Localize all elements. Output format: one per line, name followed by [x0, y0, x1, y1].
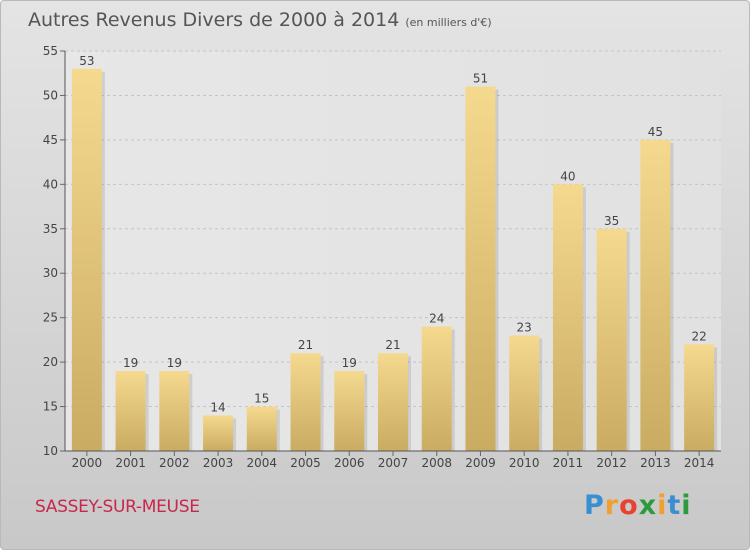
chart-title-text: Autres Revenus Divers de 2000 à 2014: [28, 9, 400, 31]
x-tick-label: 2013: [640, 456, 671, 470]
x-tick-label: 2005: [290, 456, 321, 470]
bar: [640, 139, 671, 451]
bar-value-label: 35: [604, 214, 619, 228]
x-tick-label: 2014: [684, 456, 715, 470]
logo-letter: o: [619, 490, 639, 521]
bar: [115, 371, 146, 451]
y-tick-label: 10: [43, 444, 58, 458]
bar-value-label: 45: [648, 125, 663, 139]
bar-value-label: 19: [342, 356, 357, 370]
y-tick-label: 50: [43, 88, 58, 102]
logo-letter: i: [681, 490, 692, 521]
chart-subtitle: (en milliers d'€): [405, 16, 492, 29]
bar: [509, 335, 540, 451]
logo-letter: r: [604, 490, 620, 521]
bar-value-label: 22: [691, 329, 706, 343]
x-tick-label: 2007: [378, 456, 409, 470]
bar: [334, 371, 365, 451]
logo-letter: t: [667, 490, 682, 521]
y-tick-label: 20: [43, 355, 58, 369]
bar: [159, 371, 190, 451]
bar-value-label: 40: [560, 169, 575, 183]
chart-title: Autres Revenus Divers de 2000 à 2014 (en …: [28, 9, 492, 31]
bar: [465, 86, 496, 452]
bar-value-label: 15: [254, 392, 269, 406]
bar: [290, 353, 321, 451]
logo-letter: P: [584, 490, 605, 521]
bar: [552, 184, 583, 452]
bar-value-label: 21: [385, 338, 400, 352]
bar: [596, 228, 627, 451]
bar: [378, 353, 408, 451]
commune-name: SASSEY-SUR-MEUSE: [35, 497, 200, 517]
logo-letter: i: [657, 490, 668, 521]
y-tick-label: 15: [43, 400, 58, 414]
bar: [684, 344, 715, 451]
bar-value-label: 19: [167, 356, 182, 370]
bars: [71, 68, 718, 452]
bar-value-label: 14: [210, 400, 225, 414]
bar: [203, 415, 234, 451]
bar-value-label: 23: [517, 320, 532, 334]
x-tick-label: 2004: [247, 456, 278, 470]
bar: [421, 326, 452, 451]
x-tick-label: 2008: [421, 456, 452, 470]
axes: 10 15 20 25 30 35 40 45 50 55: [43, 44, 721, 458]
y-tick-label: 45: [43, 133, 58, 147]
bar-value-label: 21: [298, 338, 313, 352]
y-tick-label: 25: [43, 311, 58, 325]
x-tick-label: 2012: [596, 456, 627, 470]
y-tick-label: 55: [43, 44, 58, 58]
bar-value-label: 51: [473, 72, 488, 86]
x-tick-label: 2010: [509, 456, 540, 470]
bar: [71, 68, 102, 452]
proxiti-logo: Proxiti: [584, 490, 692, 521]
y-tick-label: 30: [43, 266, 58, 280]
x-tick-label: 2011: [553, 456, 584, 470]
bar-value-label: 19: [123, 356, 138, 370]
x-tick-label: 2000: [72, 456, 103, 470]
x-tick-label: 2003: [203, 456, 234, 470]
x-tick-label: 2009: [465, 456, 496, 470]
bar: [246, 406, 277, 451]
bar-value-label: 24: [429, 312, 444, 326]
x-tick-label: 2002: [159, 456, 190, 470]
logo-letter: x: [638, 490, 658, 521]
y-tick-label: 40: [43, 177, 58, 191]
x-tick-label: 2001: [115, 456, 146, 470]
labels: 53 2000 19 2001 19 2002 14 2003 15 2004 21 2005 19 20…: [72, 54, 715, 470]
y-tick-label: 35: [43, 222, 58, 236]
bar-value-label: 53: [79, 54, 94, 68]
x-tick-label: 2006: [334, 456, 365, 470]
